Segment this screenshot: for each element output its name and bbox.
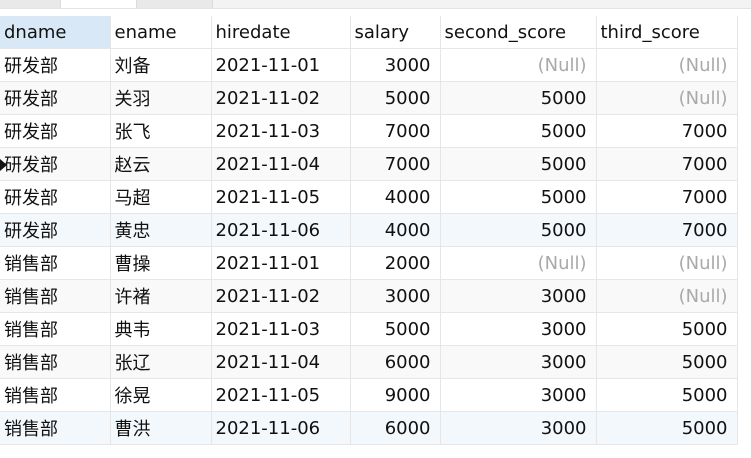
cell-second-score[interactable]: 3000 [440,411,597,445]
tab-strip [0,0,751,9]
cell-ename[interactable]: 关羽 [110,81,212,115]
table-row[interactable]: 研发部 张飞 2021-11-03 7000 5000 7000 [0,114,738,148]
cell-ename[interactable]: 曹操 [110,246,212,280]
cell-hiredate[interactable]: 2021-11-06 [211,411,351,445]
column-header-second-score[interactable]: second_score [440,16,597,49]
cell-ename[interactable]: 刘备 [110,48,212,82]
table-row[interactable]: 销售部 曹操 2021-11-01 2000 (Null) (Null) [0,246,738,280]
cell-salary[interactable]: 4000 [350,213,441,247]
cell-ename[interactable]: 许褚 [110,279,212,313]
table-row[interactable]: 研发部 关羽 2021-11-02 5000 5000 (Null) [0,81,738,115]
cell-ename[interactable]: 徐晃 [110,378,212,412]
cell-ename[interactable]: 黄忠 [110,213,212,247]
cell-second-score[interactable]: 5000 [440,147,597,181]
table-row[interactable]: 销售部 张辽 2021-11-04 6000 3000 5000 [0,345,738,379]
cell-third-score[interactable]: 5000 [596,411,738,445]
header-row: dname ename hiredate salary second_score… [0,16,738,49]
cell-second-score[interactable]: 3000 [440,312,597,346]
cell-salary[interactable]: 7000 [350,114,441,148]
table-row[interactable]: 研发部 刘备 2021-11-01 3000 (Null) (Null) [0,48,738,82]
cell-third-score[interactable]: 5000 [596,345,738,379]
cell-ename[interactable]: 张辽 [110,345,212,379]
cell-third-score[interactable]: (Null) [596,279,738,313]
cell-salary[interactable]: 2000 [350,246,441,280]
cell-hiredate[interactable]: 2021-11-01 [211,48,351,82]
cell-salary[interactable]: 3000 [350,279,441,313]
cell-second-score[interactable]: 3000 [440,279,597,313]
cell-dname[interactable]: 研发部 [0,48,111,82]
cell-second-score[interactable]: 3000 [440,345,597,379]
cell-hiredate[interactable]: 2021-11-02 [211,81,351,115]
table-row[interactable]: 研发部 黄忠 2021-11-06 4000 5000 7000 [0,213,738,247]
cell-dname[interactable]: 销售部 [0,312,111,346]
result-rows: 研发部 刘备 2021-11-01 3000 (Null) (Null) 研发部 关羽 2021… [0,48,738,445]
column-header-dname[interactable]: dname [0,16,111,49]
cell-ename[interactable]: 典韦 [110,312,212,346]
tab[interactable] [0,0,61,8]
cell-second-score[interactable]: 5000 [440,180,597,214]
cell-third-score[interactable]: 7000 [596,147,738,181]
table-row[interactable]: 销售部 许褚 2021-11-02 3000 3000 (Null) [0,279,738,313]
cell-third-score[interactable]: 7000 [596,213,738,247]
cell-second-score[interactable]: 5000 [440,81,597,115]
table-row[interactable]: 销售部 徐晃 2021-11-05 9000 3000 5000 [0,378,738,412]
cell-hiredate[interactable]: 2021-11-04 [211,147,351,181]
cell-salary[interactable]: 5000 [350,81,441,115]
triangle-right-icon [0,158,7,171]
cell-third-score[interactable]: 7000 [596,180,738,214]
cell-third-score[interactable]: (Null) [596,48,738,82]
cell-dname[interactable]: 研发部 [0,114,111,148]
tab[interactable] [137,0,213,8]
cell-salary[interactable]: 4000 [350,180,441,214]
cell-hiredate[interactable]: 2021-11-02 [211,279,351,313]
cell-third-score[interactable]: (Null) [596,81,738,115]
cell-hiredate[interactable]: 2021-11-01 [211,246,351,280]
cell-third-score[interactable]: (Null) [596,246,738,280]
column-header-ename[interactable]: ename [110,16,212,49]
column-header-third-score[interactable]: third_score [596,16,738,49]
cell-salary[interactable]: 6000 [350,345,441,379]
cell-hiredate[interactable]: 2021-11-05 [211,378,351,412]
cell-salary[interactable]: 5000 [350,312,441,346]
column-header-hiredate[interactable]: hiredate [211,16,351,49]
cell-hiredate[interactable]: 2021-11-04 [211,345,351,379]
cell-hiredate[interactable]: 2021-11-03 [211,114,351,148]
cell-salary[interactable]: 9000 [350,378,441,412]
cell-dname[interactable]: 销售部 [0,378,111,412]
cell-hiredate[interactable]: 2021-11-05 [211,180,351,214]
cell-salary[interactable]: 7000 [350,147,441,181]
table-row[interactable]: 销售部 典韦 2021-11-03 5000 3000 5000 [0,312,738,346]
cell-dname[interactable]: 研发部 [0,147,111,181]
cell-ename[interactable]: 张飞 [110,114,212,148]
cell-third-score[interactable]: 5000 [596,312,738,346]
cell-second-score[interactable]: 3000 [440,378,597,412]
cell-dname[interactable]: 销售部 [0,246,111,280]
cell-hiredate[interactable]: 2021-11-03 [211,312,351,346]
cell-dname[interactable]: 研发部 [0,81,111,115]
cell-ename[interactable]: 马超 [110,180,212,214]
cell-second-score[interactable]: (Null) [440,48,597,82]
cell-third-score[interactable]: 7000 [596,114,738,148]
table-row[interactable]: 研发部 赵云 2021-11-04 7000 5000 7000 [0,147,738,181]
table-row[interactable]: 研发部 马超 2021-11-05 4000 5000 7000 [0,180,738,214]
table-row[interactable]: 销售部 曹洪 2021-11-06 6000 3000 5000 [0,411,738,445]
cell-second-score[interactable]: 5000 [440,213,597,247]
cell-dname[interactable]: 销售部 [0,411,111,445]
cell-hiredate[interactable]: 2021-11-06 [211,213,351,247]
cell-third-score[interactable]: 5000 [596,378,738,412]
cell-salary[interactable]: 3000 [350,48,441,82]
cell-dname[interactable]: 研发部 [0,180,111,214]
cell-second-score[interactable]: (Null) [440,246,597,280]
cell-ename[interactable]: 曹洪 [110,411,212,445]
tab-active[interactable] [61,0,137,8]
result-table: dname ename hiredate salary second_score… [0,16,738,445]
cell-dname[interactable]: 销售部 [0,279,111,313]
cell-salary[interactable]: 6000 [350,411,441,445]
cell-dname[interactable]: 销售部 [0,345,111,379]
column-header-salary[interactable]: salary [350,16,441,49]
cell-dname[interactable]: 研发部 [0,213,111,247]
cell-second-score[interactable]: 5000 [440,114,597,148]
cell-ename[interactable]: 赵云 [110,147,212,181]
